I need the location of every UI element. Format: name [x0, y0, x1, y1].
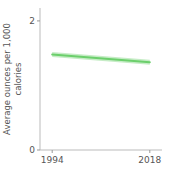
plot-area	[52, 52, 150, 65]
x-tick	[149, 150, 150, 153]
x-axis-line	[40, 150, 162, 151]
y-tick-label: 2	[29, 16, 35, 26]
y-tick-label: 0	[29, 145, 35, 155]
x-tick-label: 2018	[138, 155, 161, 165]
x-tick-label: 1994	[41, 155, 64, 165]
band	[52, 52, 150, 65]
y-axis-label: Average ounces per 1,000calories	[2, 23, 23, 135]
chart: 1994 2018 0 2 Average ounces per 1,000calori…	[0, 0, 170, 170]
line	[52, 54, 150, 62]
y-axis-line	[40, 8, 41, 150]
x-tick	[52, 150, 53, 153]
y-tick	[37, 20, 40, 21]
chart-container: 1994 2018 0 2 Average ounces per 1,000calori…	[0, 0, 170, 170]
y-tick	[37, 150, 40, 151]
